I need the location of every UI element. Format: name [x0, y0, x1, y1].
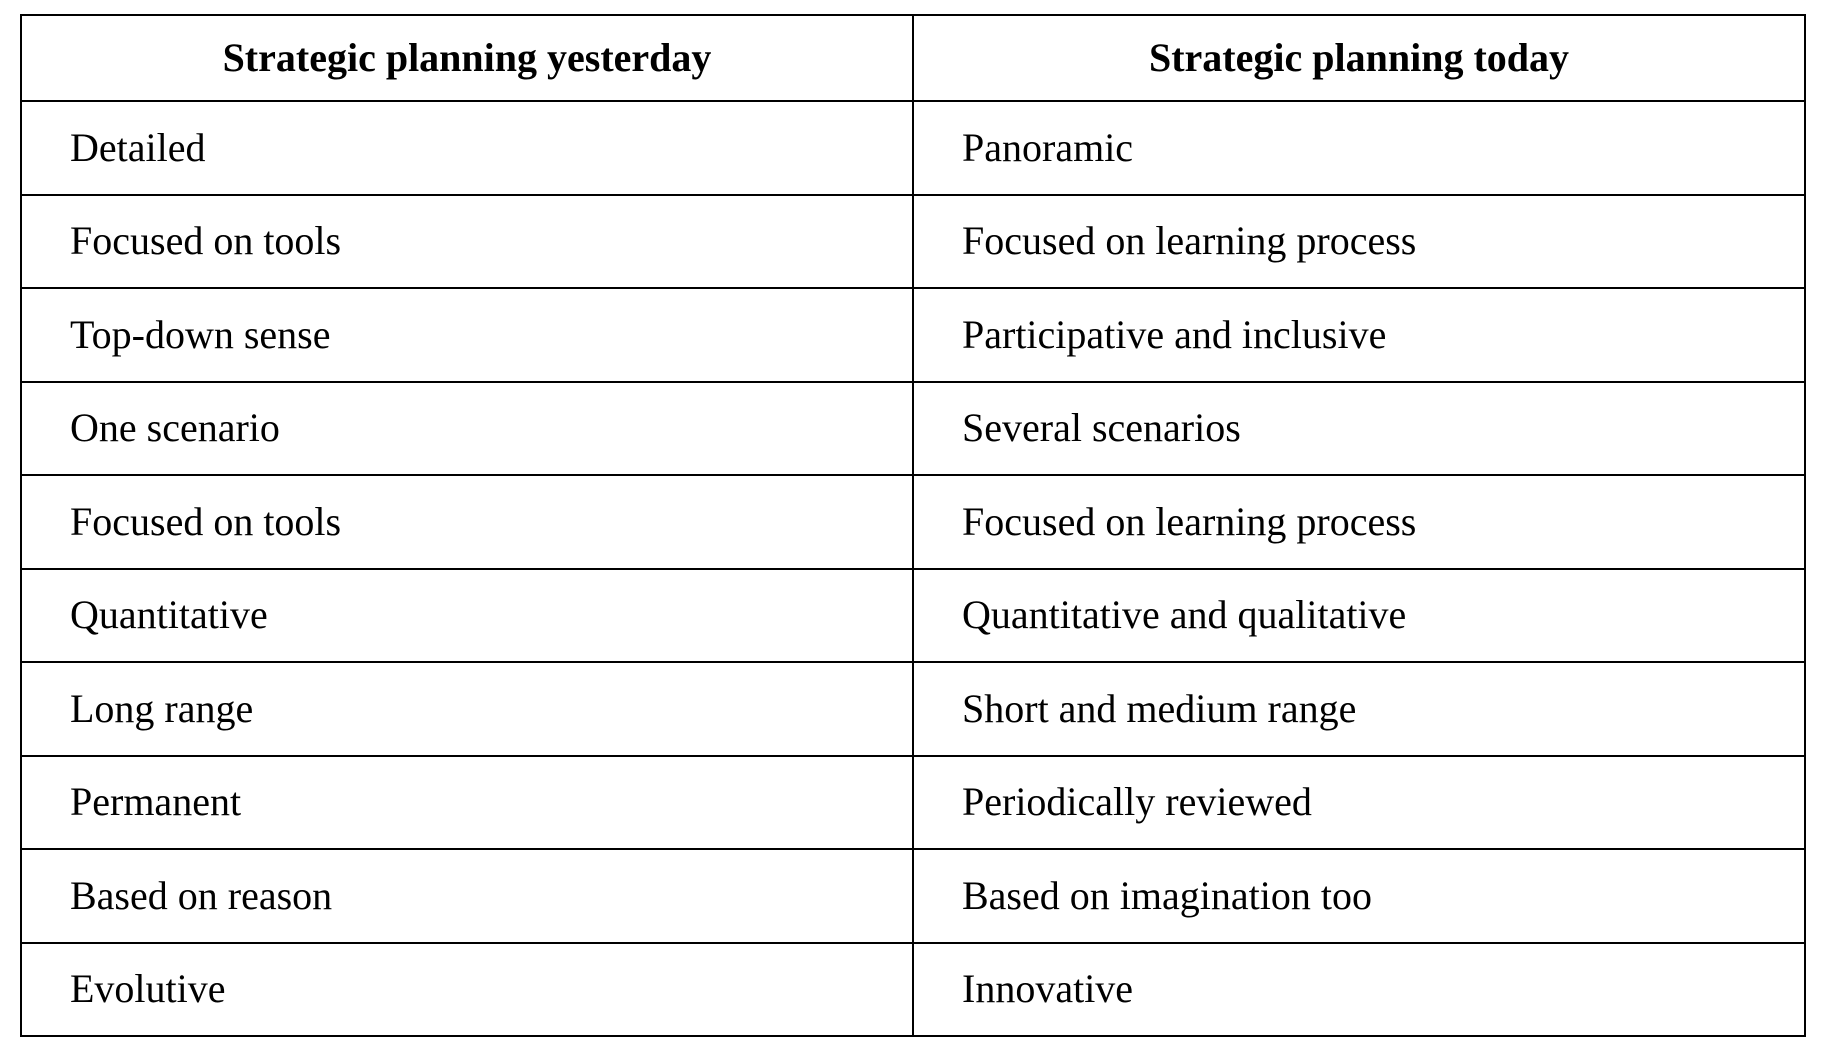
table-row: Focused on tools Focused on learning pro… — [21, 475, 1805, 569]
comparison-table: Strategic planning yesterday Strategic p… — [20, 14, 1806, 1037]
cell-today: Innovative — [913, 943, 1805, 1037]
cell-today: Focused on learning process — [913, 475, 1805, 569]
cell-yesterday: Permanent — [21, 756, 913, 850]
table-row: Long range Short and medium range — [21, 662, 1805, 756]
cell-yesterday: Top-down sense — [21, 288, 913, 382]
cell-today: Based on imagination too — [913, 849, 1805, 943]
cell-yesterday: Detailed — [21, 101, 913, 195]
cell-today: Short and medium range — [913, 662, 1805, 756]
table-row: Evolutive Innovative — [21, 943, 1805, 1037]
table-row: Permanent Periodically reviewed — [21, 756, 1805, 850]
table-row: Based on reason Based on imagination too — [21, 849, 1805, 943]
table-row: Detailed Panoramic — [21, 101, 1805, 195]
cell-today: Quantitative and qualitative — [913, 569, 1805, 663]
cell-today: Several scenarios — [913, 382, 1805, 476]
cell-today: Panoramic — [913, 101, 1805, 195]
column-header-today: Strategic planning today — [913, 15, 1805, 101]
cell-yesterday: One scenario — [21, 382, 913, 476]
cell-yesterday: Focused on tools — [21, 475, 913, 569]
column-header-yesterday: Strategic planning yesterday — [21, 15, 913, 101]
cell-yesterday: Long range — [21, 662, 913, 756]
table-row: Top-down sense Participative and inclusi… — [21, 288, 1805, 382]
table-row: Focused on tools Focused on learning pro… — [21, 195, 1805, 289]
page: Strategic planning yesterday Strategic p… — [0, 0, 1826, 1051]
cell-today: Participative and inclusive — [913, 288, 1805, 382]
table-row: Quantitative Quantitative and qualitativ… — [21, 569, 1805, 663]
table-row: One scenario Several scenarios — [21, 382, 1805, 476]
cell-today: Focused on learning process — [913, 195, 1805, 289]
table-header-row: Strategic planning yesterday Strategic p… — [21, 15, 1805, 101]
cell-yesterday: Quantitative — [21, 569, 913, 663]
cell-today: Periodically reviewed — [913, 756, 1805, 850]
cell-yesterday: Focused on tools — [21, 195, 913, 289]
cell-yesterday: Evolutive — [21, 943, 913, 1037]
cell-yesterday: Based on reason — [21, 849, 913, 943]
